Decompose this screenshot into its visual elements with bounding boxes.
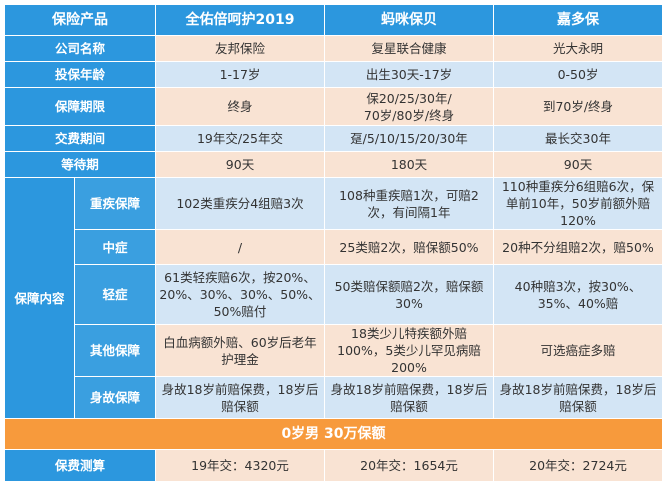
table-cell: 1-17岁	[155, 61, 325, 88]
table-cell: 光大永明	[493, 35, 663, 62]
table-cell: 19年交：4320元	[155, 449, 325, 482]
coverage-label-mild: 轻症	[74, 264, 156, 325]
table-cell: 20年交：1654元	[324, 449, 494, 482]
banner-text: 0岁男 30万保额	[4, 418, 663, 450]
table-cell: 可选癌症多赔	[493, 324, 663, 377]
header-label: 保险产品	[4, 4, 156, 36]
table-cell: 90天	[493, 151, 663, 178]
table-cell: 50类赔保额赔2次，赔保额30%	[324, 264, 494, 325]
table-cell: 108种重疾赔1次，可赔2次，有间隔1年	[324, 177, 494, 230]
table-cell: 25类赔2次，赔保额50%	[324, 229, 494, 265]
table-cell: 友邦保险	[155, 35, 325, 62]
row-label-term: 保障期限	[4, 87, 156, 126]
table-cell: 身故18岁前赔保费，18岁后赔保额	[493, 376, 663, 419]
age-row: 投保年龄 1-17岁 出生30天-17岁 0-50岁	[4, 61, 663, 88]
header-row: 保险产品 全佑倍呵护2019 蚂咪保贝 嘉多保	[4, 4, 663, 36]
table-cell: 出生30天-17岁	[324, 61, 494, 88]
table-cell: 20年交：2724元	[493, 449, 663, 482]
table-cell: 身故18岁前赔保费，18岁后赔保额	[155, 376, 325, 419]
coverage-row-death: 身故保障 身故18岁前赔保费，18岁后赔保额 身故18岁前赔保费，18岁后赔保额…	[5, 376, 663, 419]
coverage-row-mild: 轻症 61类轻疾赔6次，按20%、20%、30%、30%、50%、50%赔付 5…	[5, 264, 663, 325]
term-row: 保障期限 终身 保20/25/30年/ 70岁/80岁/终身 到70岁/终身	[4, 87, 663, 126]
coverage-label-moderate: 中症	[74, 229, 156, 265]
row-label-age: 投保年龄	[4, 61, 156, 88]
coverage-label-critical: 重疾保障	[74, 177, 156, 230]
banner-row: 0岁男 30万保额	[4, 418, 663, 450]
table-cell: 趸/5/10/15/20/30年	[324, 125, 494, 152]
table-cell: 20种不分组赔2次，赔50%	[493, 229, 663, 265]
row-label-company: 公司名称	[4, 35, 156, 62]
wait-row: 等待期 90天 180天 90天	[4, 151, 663, 178]
coverage-group-label: 保障内容	[4, 177, 75, 419]
product-name-3: 嘉多保	[493, 4, 663, 36]
coverage-row-critical: 保障内容 重疾保障 102类重疾分4组赔3次 108种重疾赔1次，可赔2次，有间…	[4, 177, 663, 419]
coverage-row-other: 其他保障 白血病额外赔、60岁后老年护理金 18类少儿特疾额外赔100%，5类少…	[5, 324, 663, 377]
insurance-comparison-table: 保险产品 全佑倍呵护2019 蚂咪保贝 嘉多保 公司名称 友邦保险 复星联合健康…	[4, 4, 663, 482]
pay-row: 交费期间 19年交/25年交 趸/5/10/15/20/30年 最长交30年	[4, 125, 663, 152]
table-cell: 白血病额外赔、60岁后老年护理金	[155, 324, 325, 377]
company-row: 公司名称 友邦保险 复星联合健康 光大永明	[4, 35, 663, 62]
table-cell: 0-50岁	[493, 61, 663, 88]
table-cell: 最长交30年	[493, 125, 663, 152]
row-label-wait: 等待期	[4, 151, 156, 178]
table-cell: 终身	[155, 87, 325, 126]
row-label-pay: 交费期间	[4, 125, 156, 152]
table-cell: 保20/25/30年/ 70岁/80岁/终身	[324, 87, 494, 126]
product-name-2: 蚂咪保贝	[324, 4, 494, 36]
table-cell: 复星联合健康	[324, 35, 494, 62]
table-cell: 61类轻疾赔6次，按20%、20%、30%、30%、50%、50%赔付	[155, 264, 325, 325]
premium-row: 保费测算 19年交：4320元 20年交：1654元 20年交：2724元	[4, 449, 663, 482]
table-cell: 180天	[324, 151, 494, 178]
coverage-label-death: 身故保障	[74, 376, 156, 419]
product-name-1: 全佑倍呵护2019	[155, 4, 325, 36]
table-cell: 18类少儿特疾额外赔100%，5类少儿罕见病赔200%	[324, 324, 494, 377]
table-cell: 到70岁/终身	[493, 87, 663, 126]
table-cell: 身故18岁前赔保费，18岁后赔保额	[324, 376, 494, 419]
row-label-premium: 保费测算	[4, 449, 156, 482]
table-cell: 19年交/25年交	[155, 125, 325, 152]
table-cell: /	[155, 229, 325, 265]
table-cell: 40种赔3次，按30%、35%、40%赔	[493, 264, 663, 325]
table-cell: 110种重疾分6组赔6次，保单前10年，50岁前额外赔120%	[493, 177, 663, 230]
coverage-label-other: 其他保障	[74, 324, 156, 377]
table-cell: 90天	[155, 151, 325, 178]
table-cell: 102类重疾分4组赔3次	[155, 177, 325, 230]
coverage-row-moderate: 中症 / 25类赔2次，赔保额50% 20种不分组赔2次，赔50%	[5, 229, 663, 265]
